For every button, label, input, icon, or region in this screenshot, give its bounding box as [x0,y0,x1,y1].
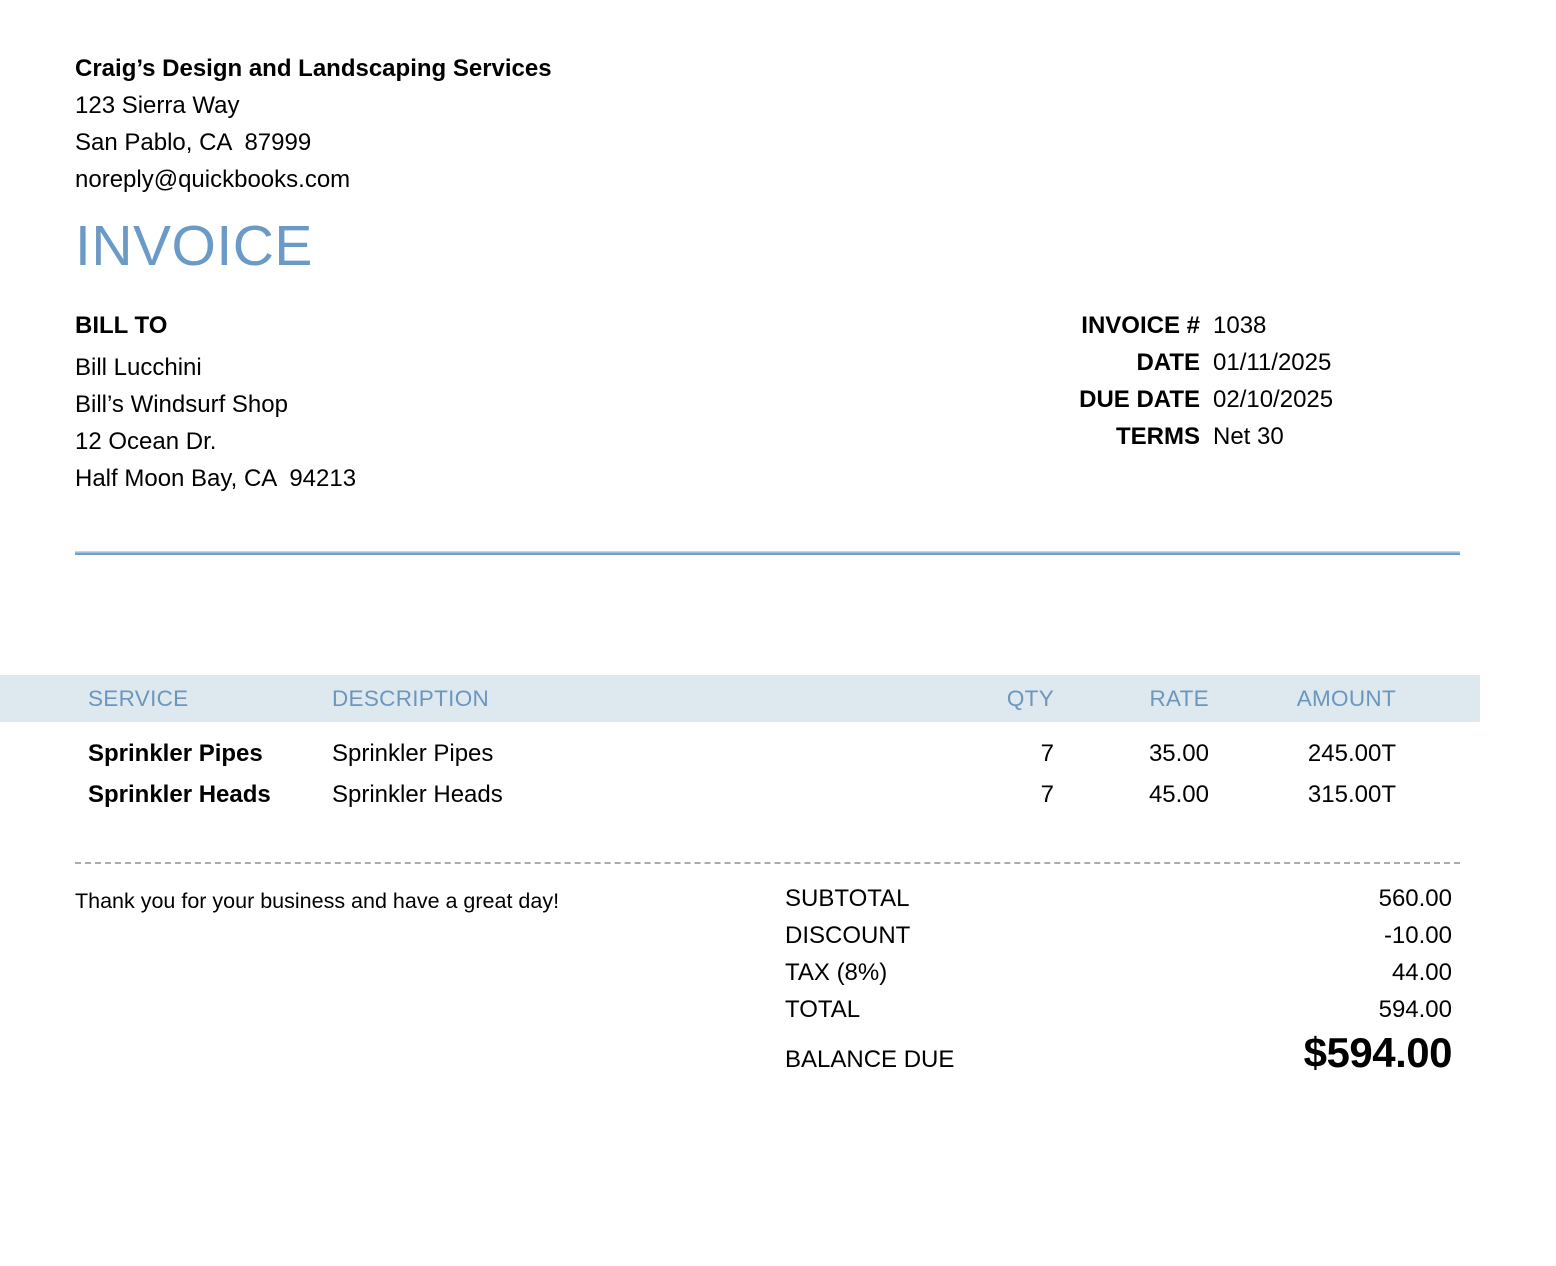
invoice-title: INVOICE [75,214,313,278]
balance-due-label: BALANCE DUE [785,1046,955,1073]
tax-label: TAX (8%) [785,959,888,986]
bill-to-street: 12 Ocean Dr. [75,428,217,455]
section-divider-line [75,551,1460,555]
date-label: DATE [1136,349,1200,376]
line-items-table: SERVICE DESCRIPTION QTY RATE AMOUNT Spri… [0,675,1480,815]
discount-value: -10.00 [1383,922,1452,949]
company-address-line-2: San Pablo, CA 87999 [75,129,312,156]
qty-cell: 7 [1040,740,1054,767]
bill-to-block: BILL TO Bill Lucchini Bill’s Windsurf Sh… [75,307,356,497]
footer-section: Thank you for your business and have a g… [75,880,1460,1078]
rate-cell: 35.00 [1148,740,1209,767]
due-date-label: DUE DATE [1079,386,1200,413]
totals-row-subtotal: SUBTOTAL 560.00 [785,880,1460,917]
tax-value: 44.00 [1391,959,1452,986]
total-label: TOTAL [785,996,861,1023]
meta-row-date: DATE 01/11/2025 [1040,344,1460,381]
column-header-rate: RATE [1149,685,1209,711]
invoice-number-label: INVOICE # [1081,312,1200,339]
subtotal-label: SUBTOTAL [785,885,910,912]
company-block: Craig’s Design and Landscaping Services … [75,50,1460,198]
rate-cell: 45.00 [1148,781,1209,808]
column-header-amount: AMOUNT [1296,685,1396,711]
amount-cell: 245.00T [1307,740,1396,767]
table-body: Sprinkler Pipes Sprinkler Pipes 7 35.00 … [0,722,1480,815]
balance-due-row: BALANCE DUE $594.00 [785,1029,1460,1078]
meta-row-invoice-number: INVOICE # 1038 [1040,307,1460,344]
column-header-service: SERVICE [88,685,189,711]
company-address-line-1: 123 Sierra Way [75,92,240,119]
bill-to-company: Bill’s Windsurf Shop [75,391,288,418]
totals-block: SUBTOTAL 560.00 DISCOUNT -10.00 TAX (8%)… [785,880,1460,1078]
total-value: 594.00 [1378,996,1452,1023]
thank-you-message: Thank you for your business and have a g… [75,889,560,913]
terms-label: TERMS [1116,423,1200,450]
invoice-meta-block: INVOICE # 1038 DATE 01/11/2025 DUE DATE … [1040,307,1460,497]
table-header-row: SERVICE DESCRIPTION QTY RATE AMOUNT [0,675,1480,722]
description-cell: Sprinkler Pipes [332,740,494,767]
parties-section: BILL TO Bill Lucchini Bill’s Windsurf Sh… [75,307,1460,497]
balance-due-value: $594.00 [1303,1029,1453,1076]
column-header-qty: QTY [1006,685,1054,711]
totals-row-tax: TAX (8%) 44.00 [785,954,1460,991]
invoice-number-value: 1038 [1213,312,1267,339]
amount-cell: 315.00T [1307,781,1396,808]
service-cell: Sprinkler Pipes [88,740,263,767]
service-cell: Sprinkler Heads [88,781,271,808]
terms-value: Net 30 [1213,423,1284,450]
totals-row-discount: DISCOUNT -10.00 [785,917,1460,954]
table-row: Sprinkler Pipes Sprinkler Pipes 7 35.00 … [88,733,1396,774]
discount-label: DISCOUNT [785,922,911,949]
company-email: noreply@quickbooks.com [75,166,351,193]
subtotal-value: 560.00 [1378,885,1452,912]
bill-to-label: BILL TO [75,312,168,339]
table-row: Sprinkler Heads Sprinkler Heads 7 45.00 … [88,774,1396,815]
company-name: Craig’s Design and Landscaping Services [75,55,552,82]
bill-to-city: Half Moon Bay, CA 94213 [75,465,357,492]
description-cell: Sprinkler Heads [332,781,503,808]
dashed-separator [75,862,1460,864]
date-value: 01/11/2025 [1213,349,1332,376]
column-header-description: DESCRIPTION [332,685,490,711]
totals-row-total: TOTAL 594.00 [785,991,1460,1028]
bill-to-name: Bill Lucchini [75,354,202,381]
meta-row-terms: TERMS Net 30 [1040,418,1460,455]
due-date-value: 02/10/2025 [1213,386,1334,413]
meta-row-due-date: DUE DATE 02/10/2025 [1040,381,1460,418]
qty-cell: 7 [1040,781,1054,808]
